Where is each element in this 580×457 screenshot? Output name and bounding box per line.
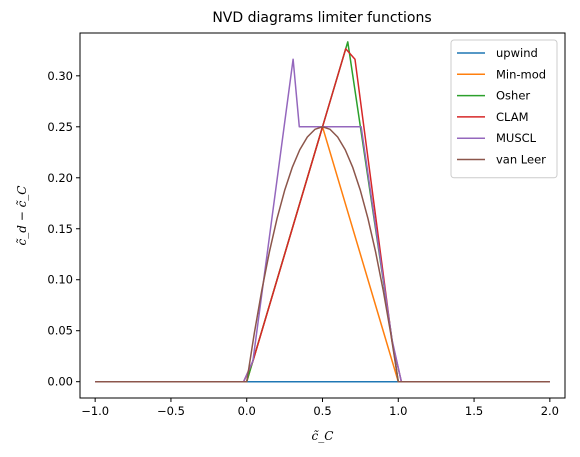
series-line-muscl [95,58,550,383]
x-tick-label: 2.0 [541,404,559,418]
legend: upwind Min-mod Osher CLAM MUSCL van Leer [450,39,558,179]
x-axis-label: c̃_C [312,429,334,443]
x-tick-label: 1.5 [465,404,483,418]
y-tick-label: 0.00 [47,375,73,389]
legend-label-muscl: MUSCL [496,131,537,145]
x-tick-label: 1.0 [389,404,407,418]
legend-label-van-leer: van Leer [496,153,546,167]
y-tick-label: 0.15 [47,222,73,236]
y-axis-label-text: c̃_d − c̃_C [15,186,29,246]
x-tick-label: 0.0 [238,404,256,418]
y-tick-label: 0.05 [47,324,73,338]
x-axis-label-text: c̃_C [312,429,334,443]
legend-label-osher: Osher [496,89,530,103]
series-line-van-leer [95,126,550,383]
x-tick-label: −1.0 [81,404,109,418]
y-tick-label: 0.25 [47,120,73,134]
y-axis: 0.00 0.05 0.10 0.15 0.20 0.25 0.30 [47,69,80,389]
series-layer [95,41,550,383]
x-tick-label: −0.5 [157,404,185,418]
legend-label-min-mod: Min-mod [496,67,546,81]
legend-label-clam: CLAM [496,110,529,124]
y-tick-label: 0.20 [47,171,73,185]
y-tick-label: 0.10 [47,273,73,287]
x-tick-label: 0.5 [313,404,331,418]
chart-title: NVD diagrams limiter functions [212,10,431,26]
legend-label-upwind: upwind [496,46,538,60]
x-axis: −1.0 −0.5 0.0 0.5 1.0 1.5 2.0 [81,398,559,418]
y-axis-label: c̃_d − c̃_C [15,186,29,246]
y-tick-label: 0.30 [47,69,73,83]
